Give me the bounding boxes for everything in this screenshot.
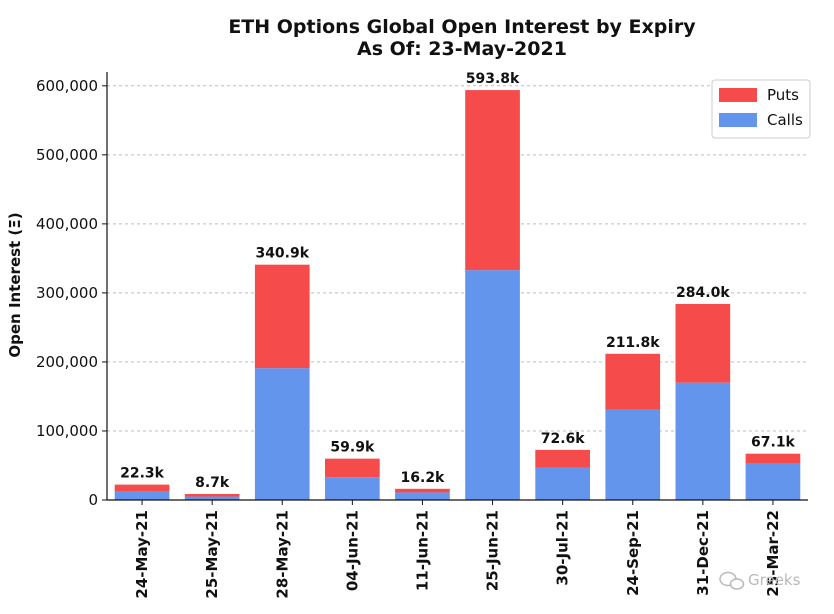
x-tick-label: 24-May-21: [133, 510, 151, 599]
total-label: 8.7k: [195, 475, 230, 491]
bar-calls: [254, 368, 310, 500]
watermark: Greeks: [719, 571, 801, 590]
bar-calls: [675, 382, 731, 500]
total-label: 211.8k: [606, 335, 660, 351]
x-tick-label: 31-Dec-21: [694, 510, 712, 596]
total-label: 72.6k: [541, 431, 586, 447]
chart-title: ETH Options Global Open Interest by Expi…: [228, 16, 696, 38]
bar-puts: [325, 458, 380, 478]
bar-calls: [745, 463, 801, 500]
x-tick-labels: 24-May-21 25-May-21 28-May-21 04-Jun-21 11-J…: [133, 510, 782, 599]
data-labels: 22.3k 8.7k 340.9k 59.9k 16.2k 593.8k 72.6k 211.…: [120, 71, 795, 491]
total-label: 22.3k: [120, 466, 165, 482]
x-tick-label: 25-Jun-21: [484, 510, 502, 591]
watermark-text: Greeks: [748, 571, 801, 589]
legend-label-calls: Calls: [767, 111, 803, 129]
y-tick-label: 0: [88, 491, 98, 509]
x-tick-label: 25-May-21: [203, 510, 221, 599]
bar-puts: [465, 90, 520, 271]
y-tick-label: 600,000: [36, 77, 98, 95]
y-tick-label: 300,000: [36, 284, 98, 302]
x-tick-label: 28-May-21: [273, 510, 291, 599]
chart-subtitle: As Of: 23-May-2021: [357, 38, 567, 60]
y-tick-label: 500,000: [36, 146, 98, 164]
bar-puts: [605, 353, 661, 410]
y-tick-labels: 0 100,000 200,000 300,000 400,000 500,000 600,…: [36, 77, 98, 509]
bars-group: [114, 90, 801, 500]
bar-puts: [395, 488, 450, 493]
total-label: 16.2k: [401, 470, 446, 486]
total-label: 593.8k: [466, 71, 520, 87]
y-tick-label: 400,000: [36, 215, 98, 233]
x-tick-label: 30-Jul-21: [554, 510, 572, 586]
bar-calls: [325, 477, 380, 500]
bar-calls: [114, 491, 170, 500]
bar-calls: [605, 409, 661, 500]
total-label: 284.0k: [676, 285, 730, 301]
bar-puts: [535, 449, 590, 468]
bar-puts: [184, 493, 240, 497]
legend: Puts Calls: [711, 79, 811, 139]
bar-puts: [254, 264, 310, 369]
legend-swatch-puts: [719, 88, 757, 102]
bar-calls: [535, 467, 590, 500]
y-tick-label: 100,000: [36, 422, 98, 440]
bar-calls: [465, 270, 520, 500]
x-tick-label: 25-Mar-22: [764, 510, 782, 597]
bar-puts: [745, 453, 801, 464]
wechat-icon: [719, 571, 745, 590]
axes: [102, 72, 808, 505]
total-label: 59.9k: [330, 440, 375, 456]
legend-swatch-calls: [719, 113, 757, 127]
y-tick-label: 200,000: [36, 353, 98, 371]
x-tick-label: 11-Jun-21: [413, 510, 431, 591]
bar-calls: [395, 492, 450, 500]
y-axis-label: Open Interest (Ξ): [6, 212, 24, 357]
bar-puts: [114, 484, 170, 492]
x-tick-label: 04-Jun-21: [343, 510, 361, 591]
total-label: 67.1k: [751, 435, 796, 451]
bar-calls: [184, 496, 240, 500]
legend-label-puts: Puts: [767, 86, 799, 104]
bar-puts: [675, 303, 731, 383]
x-tick-label: 24-Sep-21: [624, 510, 642, 596]
total-label: 340.9k: [255, 246, 309, 262]
